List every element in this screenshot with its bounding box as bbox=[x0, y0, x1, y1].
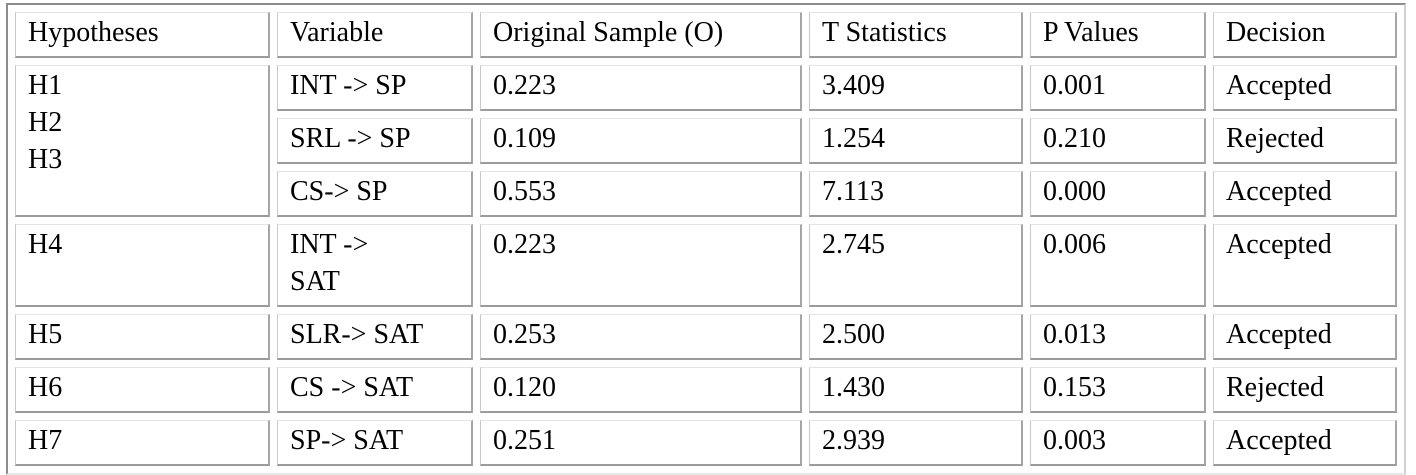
column-header-variable: Variable bbox=[277, 12, 473, 58]
cell-original-sample: 0.223 bbox=[480, 223, 802, 307]
table-row: CS-> SP 0.553 7.113 0.000 Accepted bbox=[15, 170, 1397, 217]
cell-t-statistics: 1.430 bbox=[809, 366, 1023, 413]
cell-original-sample: 0.251 bbox=[480, 419, 802, 466]
table-row: H5 SLR-> SAT 0.253 2.500 0.013 Accepted bbox=[15, 313, 1397, 360]
cell-t-statistics: 2.500 bbox=[809, 313, 1023, 360]
cell-hypotheses: H5 bbox=[15, 313, 270, 360]
cell-p-values: 0.003 bbox=[1030, 419, 1206, 466]
header-row: Hypotheses Variable Original Sample (O) … bbox=[15, 12, 1397, 58]
cell-decision: Accepted bbox=[1213, 313, 1397, 360]
table-row: H6 CS -> SAT 0.120 1.430 0.153 Rejected bbox=[15, 366, 1397, 413]
cell-t-statistics: 1.254 bbox=[809, 117, 1023, 164]
cell-t-statistics: 2.939 bbox=[809, 419, 1023, 466]
cell-hypotheses: H6 bbox=[15, 366, 270, 413]
cell-decision: Rejected bbox=[1213, 366, 1397, 413]
column-header-t-statistics: T Statistics bbox=[809, 12, 1023, 58]
cell-variable: CS -> SAT bbox=[277, 366, 473, 413]
cell-p-values: 0.001 bbox=[1030, 64, 1206, 111]
table-row: H4 INT -> SAT 0.223 2.745 0.006 Accepted bbox=[15, 223, 1397, 307]
table-row: H1 H2 H3 INT -> SP 0.223 3.409 0.001 Acc… bbox=[15, 64, 1397, 217]
hypotheses-results-table: Hypotheses Variable Original Sample (O) … bbox=[6, 3, 1406, 475]
cell-decision: Accepted bbox=[1213, 419, 1397, 466]
column-header-hypotheses: Hypotheses bbox=[15, 12, 270, 58]
cell-original-sample: 0.253 bbox=[480, 313, 802, 360]
column-header-original-sample: Original Sample (O) bbox=[480, 12, 802, 58]
cell-p-values: 0.006 bbox=[1030, 223, 1206, 307]
cell-original-sample: 0.553 bbox=[480, 170, 802, 217]
cell-decision: Rejected bbox=[1213, 117, 1397, 164]
cell-hypotheses: H1 H2 H3 bbox=[15, 64, 270, 217]
column-header-p-values: P Values bbox=[1030, 12, 1206, 58]
cell-p-values: 0.210 bbox=[1030, 117, 1206, 164]
cell-decision: Accepted bbox=[1213, 170, 1397, 217]
cell-hypotheses: H4 bbox=[15, 223, 270, 307]
cell-decision: Accepted bbox=[1213, 223, 1397, 307]
cell-t-statistics: 3.409 bbox=[809, 64, 1023, 111]
cell-variable: SLR-> SAT bbox=[277, 313, 473, 360]
cell-variable: INT -> SAT bbox=[277, 223, 473, 307]
cell-original-sample: 0.223 bbox=[480, 64, 802, 111]
cell-p-values: 0.000 bbox=[1030, 170, 1206, 217]
cell-decision: Accepted bbox=[1213, 64, 1397, 111]
cell-original-sample: 0.109 bbox=[480, 117, 802, 164]
table-row: SRL -> SP 0.109 1.254 0.210 Rejected bbox=[15, 117, 1397, 164]
cell-variable: SP-> SAT bbox=[277, 419, 473, 466]
table-row: H7 SP-> SAT 0.251 2.939 0.003 Accepted bbox=[15, 419, 1397, 466]
cell-p-values: 0.013 bbox=[1030, 313, 1206, 360]
cell-t-statistics: 7.113 bbox=[809, 170, 1023, 217]
cell-hypotheses: H7 bbox=[15, 419, 270, 466]
cell-p-values: 0.153 bbox=[1030, 366, 1206, 413]
cell-variable: INT -> SP bbox=[277, 64, 473, 111]
cell-variable: CS-> SP bbox=[277, 170, 473, 217]
cell-t-statistics: 2.745 bbox=[809, 223, 1023, 307]
column-header-decision: Decision bbox=[1213, 12, 1397, 58]
cell-variable: SRL -> SP bbox=[277, 117, 473, 164]
cell-original-sample: 0.120 bbox=[480, 366, 802, 413]
